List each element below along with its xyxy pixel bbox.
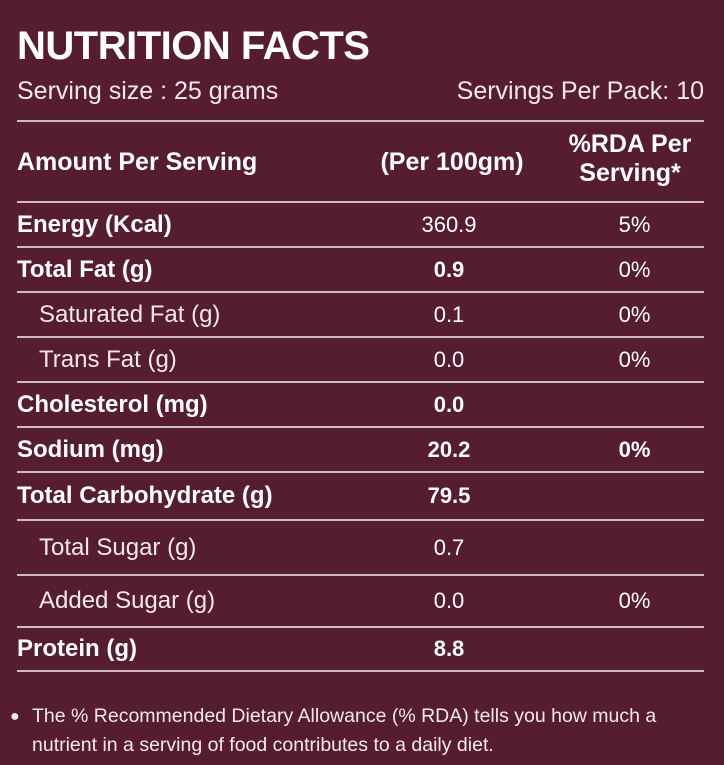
nutrient-rda [587,521,682,574]
nutrient-value: 0.9 [433,256,465,282]
table-header: Amount Per Serving (Per 100gm) %RDA Per … [17,128,704,200]
serving-size: Serving size : 25 grams [17,76,279,105]
header-rda-line2: Serving* [579,159,681,187]
serving-info: Serving size : 25 grams Servings Per Pac… [17,74,704,108]
nutrient-value: 360.9 [421,211,477,237]
nutrient-value: 0.0 [433,588,465,613]
nutrient-rda: 5% [618,211,651,237]
nutrient-value: 79.5 [427,483,471,508]
nutrient-value: 0.0 [433,346,465,372]
nutrient-rda [587,628,682,670]
nutrient-rda [587,473,682,519]
nutrient-name: Added Sugar (g) [39,587,216,614]
table-row: Energy (Kcal) 360.9 5% [17,203,704,248]
page-title: NUTRITION FACTS [17,24,370,68]
nutrient-name: Cholesterol (mg) [17,390,208,418]
bullet-icon: ● [10,708,20,725]
nutrient-name: Energy (Kcal) [17,210,172,238]
nutrient-rda: 0% [618,588,651,613]
nutrient-name: Protein (g) [17,635,137,662]
nutrient-name: Total Fat (g) [17,255,153,283]
table-row: Total Fat (g) 0.9 0% [17,248,704,293]
table-row: Saturated Fat (g) 0.1 0% [17,293,704,338]
divider [17,120,704,122]
nutrient-rda: 0% [618,436,651,462]
table-row: Added Sugar (g) 0.0 0% [17,576,704,628]
nutrient-value: 8.8 [433,636,465,661]
nutrient-rda: 0% [618,301,651,327]
nutrient-rda: 0% [618,346,651,372]
footnote: ● The % Recommended Dietary Allowance (%… [8,702,716,760]
table-row: Total Sugar (g) 0.7 [17,521,704,576]
header-amount: Amount Per Serving [17,148,258,176]
table-row: Protein (g) 8.8 [17,628,704,672]
nutrient-name: Sodium (mg) [17,435,164,463]
nutrition-table: Energy (Kcal) 360.9 5% Total Fat (g) 0.9… [17,203,704,672]
header-rda: %RDA Per Serving* [565,130,695,188]
divider [17,201,704,203]
nutrient-value: 20.2 [427,436,471,462]
nutrient-rda [587,383,682,426]
nutrient-name: Trans Fat (g) [39,345,177,373]
table-row: Trans Fat (g) 0.0 0% [17,338,704,383]
footnote-text: The % Recommended Dietary Allowance (% R… [32,705,657,756]
nutrient-value: 0.1 [433,301,465,327]
nutrient-rda: 0% [618,256,651,282]
table-row: Cholesterol (mg) 0.0 [17,383,704,428]
servings-per-pack: Servings Per Pack: 10 [456,76,704,105]
nutrient-value: 0.7 [433,534,465,560]
header-rda-line1: %RDA Per [568,130,692,158]
nutrient-name: Total Carbohydrate (g) [17,482,273,509]
nutrient-name: Saturated Fat (g) [39,300,221,328]
header-per-100gm: (Per 100gm) [380,148,524,176]
table-row: Total Carbohydrate (g) 79.5 [17,473,704,521]
table-row: Sodium (mg) 20.2 0% [17,428,704,473]
nutrient-name: Total Sugar (g) [39,533,197,561]
nutrient-value: 0.0 [433,391,465,417]
